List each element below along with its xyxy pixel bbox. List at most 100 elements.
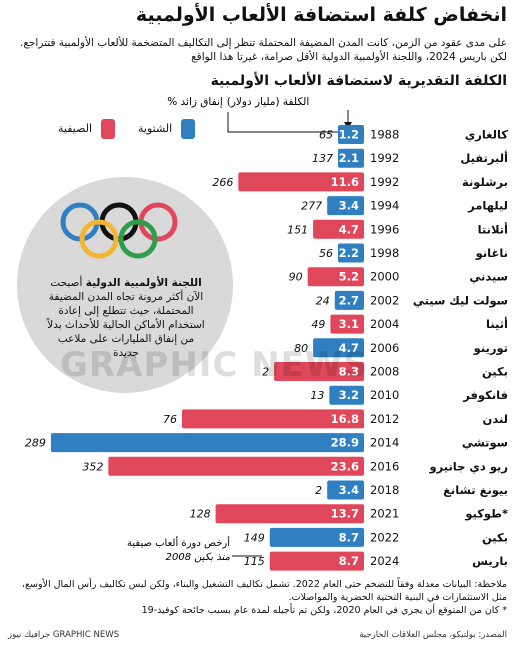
overrun-label: 90: [289, 271, 303, 284]
overrun-pointer-line: [227, 112, 340, 133]
bar-1996-summer: [313, 219, 364, 239]
bar-value-label: 1.2: [339, 128, 359, 142]
overrun-label: 76: [163, 413, 177, 426]
intro-line-2: لكن باريس 2024، واللجنة الأولمبية الدولي…: [191, 51, 507, 63]
year-label: 2002: [370, 293, 399, 307]
city-label: كالغاري: [465, 128, 509, 142]
bar-value-label: 13.7: [331, 507, 359, 521]
value-axis-header: الكلفة (مليار دولار): [227, 96, 310, 108]
footnote-line-2: مثل الاستثمارات في البنية التحتية الحضري…: [288, 592, 507, 603]
bar-2002-winter: [334, 290, 364, 310]
bar-value-label: 2.7: [339, 293, 359, 307]
overrun-label: 277: [301, 200, 322, 213]
year-label: 2022: [370, 530, 399, 544]
city-label: تورينو: [473, 341, 508, 356]
bar-2016-summer: [108, 456, 364, 476]
bar-1992-summer: [238, 172, 364, 192]
overrun-label: 13: [310, 389, 324, 402]
legend-summer-label: الصيفية: [58, 122, 93, 135]
overrun-label: 266: [212, 176, 233, 189]
city-label: بكين: [482, 530, 508, 544]
bar-2014-winter: [50, 433, 365, 453]
overrun-label: 151: [287, 223, 308, 236]
bar-value-label: 3.4: [339, 199, 359, 213]
city-label: سوتشي: [462, 436, 508, 451]
legend-winter: الشتوية: [138, 118, 196, 139]
ioc-note: اللجنة الأولمبية الدولية أصبحت الآن أكثر…: [44, 276, 208, 360]
bar-1998-winter: [338, 243, 364, 263]
year-label: 2004: [370, 317, 399, 331]
bar-2012-summer: [182, 409, 364, 429]
bar-value-label: 2.1: [339, 151, 359, 165]
ioc-note-text: أصبحت الآن أكثر مرونة تجاه المدن المضيفة…: [47, 277, 205, 359]
year-label: 1988: [370, 128, 399, 142]
source-credit: المصدر: بولتيكو، مجلس العلاقات الخارجية: [359, 630, 507, 640]
bar-value-label: 8.3: [339, 365, 359, 379]
overrun-label: 56: [319, 247, 333, 260]
bar-value-label: 28.9: [331, 436, 359, 450]
intro-line-1: على مدى عقود من الزمن، كانت المدن المضيف…: [19, 37, 507, 49]
city-label: ليلهامر: [467, 199, 508, 213]
city-label: لندن: [483, 412, 508, 426]
year-label: 2012: [370, 412, 399, 426]
city-label: ناغانو: [475, 246, 508, 261]
chart-title: الكلفة التقديرية لاستضافة الألعاب الأولم…: [210, 73, 507, 89]
bar-value-label: 5.2: [339, 270, 359, 284]
year-label: 1992: [370, 151, 399, 165]
annotation-line-2: منذ بكين 2008: [166, 552, 231, 563]
overrun-label: 137: [312, 152, 333, 165]
year-label: 2014: [370, 436, 399, 450]
bar-2006-winter: [313, 338, 364, 358]
year-label: 2021: [370, 507, 399, 521]
legend-winter-swatch: [181, 118, 196, 139]
city-label: سيدني: [469, 270, 508, 284]
bar-value-label: 3.4: [339, 483, 359, 497]
bar-value-label: 2.2: [339, 246, 359, 260]
bar-value-label: 3.1: [339, 317, 359, 331]
city-label: ريو دي جانيرو: [428, 459, 508, 474]
overrun-label: 80: [294, 342, 308, 355]
overrun-label: 352: [82, 460, 103, 473]
footnote: ملاحظة: البيانات معدلة وفقاً للتضخم حتى …: [7, 578, 507, 617]
ioc-note-bold: اللجنة الأولمبية الدولية: [85, 277, 202, 289]
year-label: 2008: [370, 365, 399, 379]
year-label: 2000: [370, 270, 399, 284]
footnote-line-1: ملاحظة: البيانات معدلة وفقاً للتضخم حتى …: [21, 579, 507, 590]
bar-1994-winter: [327, 196, 364, 216]
bar-2008-summer: [274, 362, 364, 381]
year-label: 2016: [370, 459, 399, 473]
bar-value-label: 4.7: [339, 222, 359, 236]
overrun-label: 289: [25, 437, 46, 450]
year-label: 1992: [370, 175, 399, 189]
intro-text: على مدى عقود من الزمن، كانت المدن المضيف…: [7, 36, 507, 64]
footnote-line-3: * كان من المتوقع أن يجري في العام 2020، …: [141, 605, 507, 616]
overrun-label: 49: [311, 318, 325, 331]
bar-value-label: 16.8: [331, 412, 359, 426]
legend-summer: الصيفية: [58, 118, 116, 139]
city-label: طوكيو*: [464, 507, 508, 522]
city-label: ألبرتفيل: [460, 150, 508, 165]
year-label: 2010: [370, 388, 399, 402]
bars-group: 1.2 65 1988 كالغاري 2.1 137 1992 ألبرتفيل 11.6 26…: [25, 125, 508, 571]
ioc-note-circle: [17, 177, 233, 393]
bar-value-label: 3.2: [339, 388, 359, 402]
bar-1988-winter: [338, 125, 364, 144]
bar-value-label: 4.7: [339, 341, 359, 355]
olympic-rings-icon: [60, 202, 178, 259]
city-label: بيونغ تشانغ: [443, 483, 508, 498]
bar-2024-summer: [269, 551, 364, 571]
city-label: بكين: [482, 365, 508, 379]
year-label: 2018: [370, 483, 399, 497]
brand-credit: جرافيك نيوز GRAPHIC NEWS: [8, 630, 120, 640]
bar-value-label: 11.6: [331, 175, 359, 189]
overrun-label: 128: [190, 508, 211, 521]
year-label: 1998: [370, 246, 399, 260]
page-title: انخفاض كلفة استضافة الألعاب الأولمبية: [135, 4, 507, 26]
city-label: باريس: [472, 554, 508, 568]
year-label: 2024: [370, 554, 399, 568]
bar-2000-summer: [307, 267, 364, 287]
bar-value-label: 8.7: [339, 530, 359, 544]
overrun-label: 24: [316, 294, 330, 307]
overrun-label: 115: [244, 555, 265, 568]
